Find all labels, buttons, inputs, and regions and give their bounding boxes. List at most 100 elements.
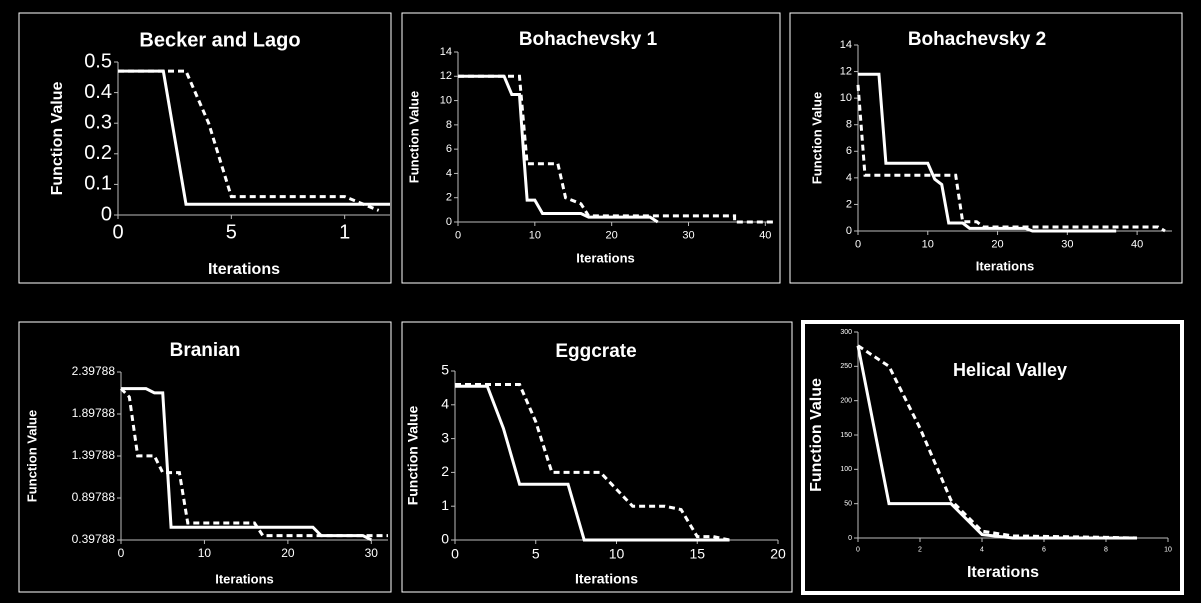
x-tick-label: 30	[365, 546, 379, 560]
panel-frame	[401, 321, 793, 593]
x-tick-label: 15	[689, 546, 705, 562]
y-tick-label: 100	[840, 466, 852, 473]
x-tick-label: 6	[1042, 546, 1046, 553]
y-tick-label: 2	[446, 192, 452, 204]
series-line	[455, 384, 730, 542]
x-axis-label: Iterations	[215, 571, 274, 586]
series-line	[458, 74, 773, 224]
chart-title: Becker and Lago	[139, 29, 300, 51]
chart-title: Helical Valley	[953, 360, 1067, 380]
x-tick-label: 0	[112, 221, 123, 243]
panel-frame	[18, 321, 392, 593]
x-tick-label: 0	[855, 238, 861, 250]
x-tick-label: 4	[980, 546, 984, 553]
x-tick-label: 5	[532, 546, 540, 562]
panel-frame	[18, 12, 392, 284]
y-tick-label: 3	[441, 429, 449, 445]
y-tick-label: 1.39788	[72, 448, 116, 462]
y-axis-label: Function Value	[24, 410, 39, 502]
y-tick-label: 4	[446, 167, 452, 179]
y-tick-label: 0.5	[84, 50, 112, 72]
y-tick-label: 0	[848, 535, 852, 542]
x-axis-label: Iterations	[208, 261, 280, 278]
y-tick-label: 0.39788	[72, 532, 116, 546]
series-line	[858, 72, 1117, 233]
series-line	[118, 69, 390, 206]
x-tick-label: 40	[759, 229, 771, 241]
series-line	[121, 387, 372, 542]
y-axis-label: Function Value	[405, 406, 421, 506]
y-tick-label: 0.89788	[72, 490, 116, 504]
x-tick-label: 2	[918, 546, 922, 553]
y-tick-label: 0	[441, 531, 449, 547]
x-tick-label: 10	[198, 546, 212, 560]
y-tick-label: 0	[846, 225, 852, 237]
y-tick-label: 150	[840, 432, 852, 439]
y-tick-label: 1.89788	[72, 406, 116, 420]
y-tick-label: 14	[440, 46, 452, 58]
y-tick-label: 0	[446, 216, 452, 228]
panel-frame	[401, 12, 781, 284]
y-tick-label: 2	[846, 198, 852, 210]
x-tick-label: 20	[281, 546, 295, 560]
y-tick-label: 0.3	[84, 111, 112, 133]
x-tick-label: 0	[451, 546, 459, 562]
x-tick-label: 10	[609, 546, 625, 562]
y-tick-label: 1	[441, 497, 449, 513]
x-tick-label: 30	[682, 229, 694, 241]
y-tick-label: 4	[441, 396, 449, 412]
y-tick-label: 4	[846, 172, 852, 184]
x-tick-label: 5	[226, 221, 237, 243]
y-tick-label: 12	[440, 70, 452, 82]
x-axis-label: Iterations	[967, 564, 1039, 581]
series-line	[856, 84, 1166, 233]
y-axis-label: Function Value	[49, 82, 66, 196]
y-tick-label: 8	[846, 119, 852, 131]
x-tick-label: 0	[118, 546, 125, 560]
y-tick-label: 0.4	[84, 81, 112, 103]
y-tick-label: 0.2	[84, 142, 112, 164]
x-tick-label: 0	[856, 546, 860, 553]
y-tick-label: 0	[101, 203, 112, 225]
y-tick-label: 0.1	[84, 173, 112, 195]
y-tick-label: 10	[840, 92, 852, 104]
y-tick-label: 8	[446, 119, 452, 131]
chart-title: Bohachevsky 2	[908, 29, 1046, 50]
y-tick-label: 12	[840, 65, 852, 77]
x-axis-label: Iterations	[576, 250, 635, 265]
x-tick-label: 10	[1164, 546, 1172, 553]
y-tick-label: 200	[840, 398, 852, 405]
y-tick-label: 6	[846, 145, 852, 157]
y-tick-label: 14	[840, 39, 852, 51]
x-tick-label: 40	[1131, 238, 1143, 250]
x-tick-label: 1	[339, 221, 350, 243]
y-tick-label: 2	[441, 463, 449, 479]
series-line	[856, 345, 1137, 540]
chart-title: Bohachevsky 1	[519, 29, 658, 50]
chart-title: Eggcrate	[555, 341, 636, 362]
y-tick-label: 50	[844, 501, 852, 508]
chart-title: Branian	[170, 340, 241, 361]
panel-frame	[801, 320, 1184, 595]
x-tick-label: 20	[770, 546, 786, 562]
panel-frame	[789, 12, 1183, 284]
x-axis-label: Iterations	[976, 258, 1035, 273]
y-tick-label: 2.39788	[72, 364, 116, 378]
y-tick-label: 300	[840, 329, 852, 336]
y-tick-label: 10	[440, 94, 452, 106]
x-tick-label: 0	[455, 229, 461, 241]
series-line	[458, 74, 659, 224]
y-axis-label: Function Value	[808, 378, 825, 492]
x-axis-label: Iterations	[575, 571, 638, 587]
y-tick-label: 250	[840, 363, 852, 370]
y-axis-label: Function Value	[809, 92, 824, 184]
x-tick-label: 20	[606, 229, 618, 241]
x-tick-label: 10	[529, 229, 541, 241]
series-line	[118, 69, 380, 212]
x-tick-label: 8	[1104, 546, 1108, 553]
x-tick-label: 30	[1061, 238, 1073, 250]
x-tick-label: 20	[991, 238, 1003, 250]
y-axis-label: Function Value	[406, 91, 421, 183]
x-tick-label: 10	[922, 238, 934, 250]
